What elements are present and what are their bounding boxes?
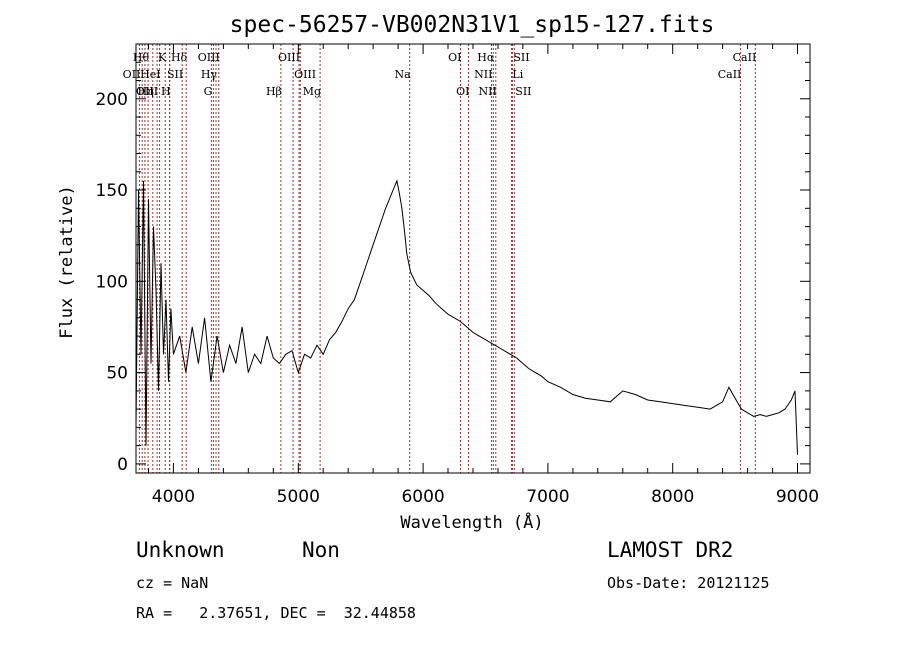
- line-label: OIII: [136, 85, 158, 98]
- line-label: HeI: [140, 68, 160, 81]
- survey-name: LAMOST DR2: [607, 538, 734, 562]
- line-label: OIII: [198, 51, 220, 64]
- line-label: Hβ: [266, 85, 282, 98]
- y-tick-labels: 0 50 100 150 200: [96, 90, 128, 475]
- line-label: NII: [474, 68, 492, 81]
- line-label: Hδ: [171, 51, 188, 64]
- x-tick-label: 8000: [651, 487, 694, 507]
- obs-date: Obs-Date: 20121125: [607, 574, 770, 592]
- line-label: SII: [515, 85, 531, 98]
- line-label: SII: [167, 68, 183, 81]
- line-marker-group: [138, 44, 756, 473]
- line-label: OI: [448, 51, 461, 64]
- object-subclass: Non: [302, 538, 340, 562]
- x-tick-labels: 4000 5000 6000 7000 8000 9000: [152, 487, 819, 507]
- line-label: OIII: [294, 68, 316, 81]
- y-tick-label: 100: [96, 272, 128, 292]
- chart-title: spec-56257-VB002N31V1_sp15-127.fits: [230, 12, 715, 38]
- line-label: Hα: [477, 51, 495, 64]
- coordinates: RA = 2.37651, DEC = 32.44858: [136, 604, 416, 622]
- line-label: Li: [512, 68, 523, 81]
- line-label: Hη: [138, 85, 154, 98]
- line-label: G: [204, 85, 213, 98]
- x-tick-label: 5000: [277, 487, 320, 507]
- line-label: NII: [478, 85, 496, 98]
- line-label: CaII: [733, 51, 757, 64]
- line-label: Hγ: [201, 68, 218, 81]
- line-label: H: [161, 85, 171, 98]
- line-label: OII: [123, 68, 141, 81]
- x-axis-label: Wavelength (Å): [400, 511, 543, 533]
- x-tick-label: 7000: [526, 487, 569, 507]
- x-tick-label: 9000: [776, 487, 819, 507]
- line-label: K: [158, 51, 167, 64]
- line-label: SII: [513, 51, 529, 64]
- y-tick-label: 150: [96, 181, 128, 201]
- redshift-value: cz = NaN: [136, 574, 209, 592]
- line-label: Na: [395, 68, 412, 81]
- line-label: OIII: [278, 51, 300, 64]
- x-tick-label: 6000: [401, 487, 444, 507]
- tick-group: [136, 44, 810, 473]
- line-label: OI: [456, 85, 469, 98]
- y-tick-label: 50: [106, 364, 128, 384]
- y-tick-label: 0: [117, 455, 128, 475]
- line-label: CaII: [718, 68, 742, 81]
- line-label: Hθ: [133, 51, 150, 64]
- line-label: Mg: [303, 85, 321, 98]
- y-axis-label: Flux (relative): [57, 185, 77, 339]
- spectrum-line: [135, 179, 798, 455]
- spectrum-chart: spec-56257-VB002N31V1_sp15-127.fits OIIH…: [57, 12, 819, 533]
- object-class: Unknown: [136, 538, 225, 562]
- x-tick-label: 4000: [152, 487, 195, 507]
- y-tick-label: 200: [96, 90, 128, 110]
